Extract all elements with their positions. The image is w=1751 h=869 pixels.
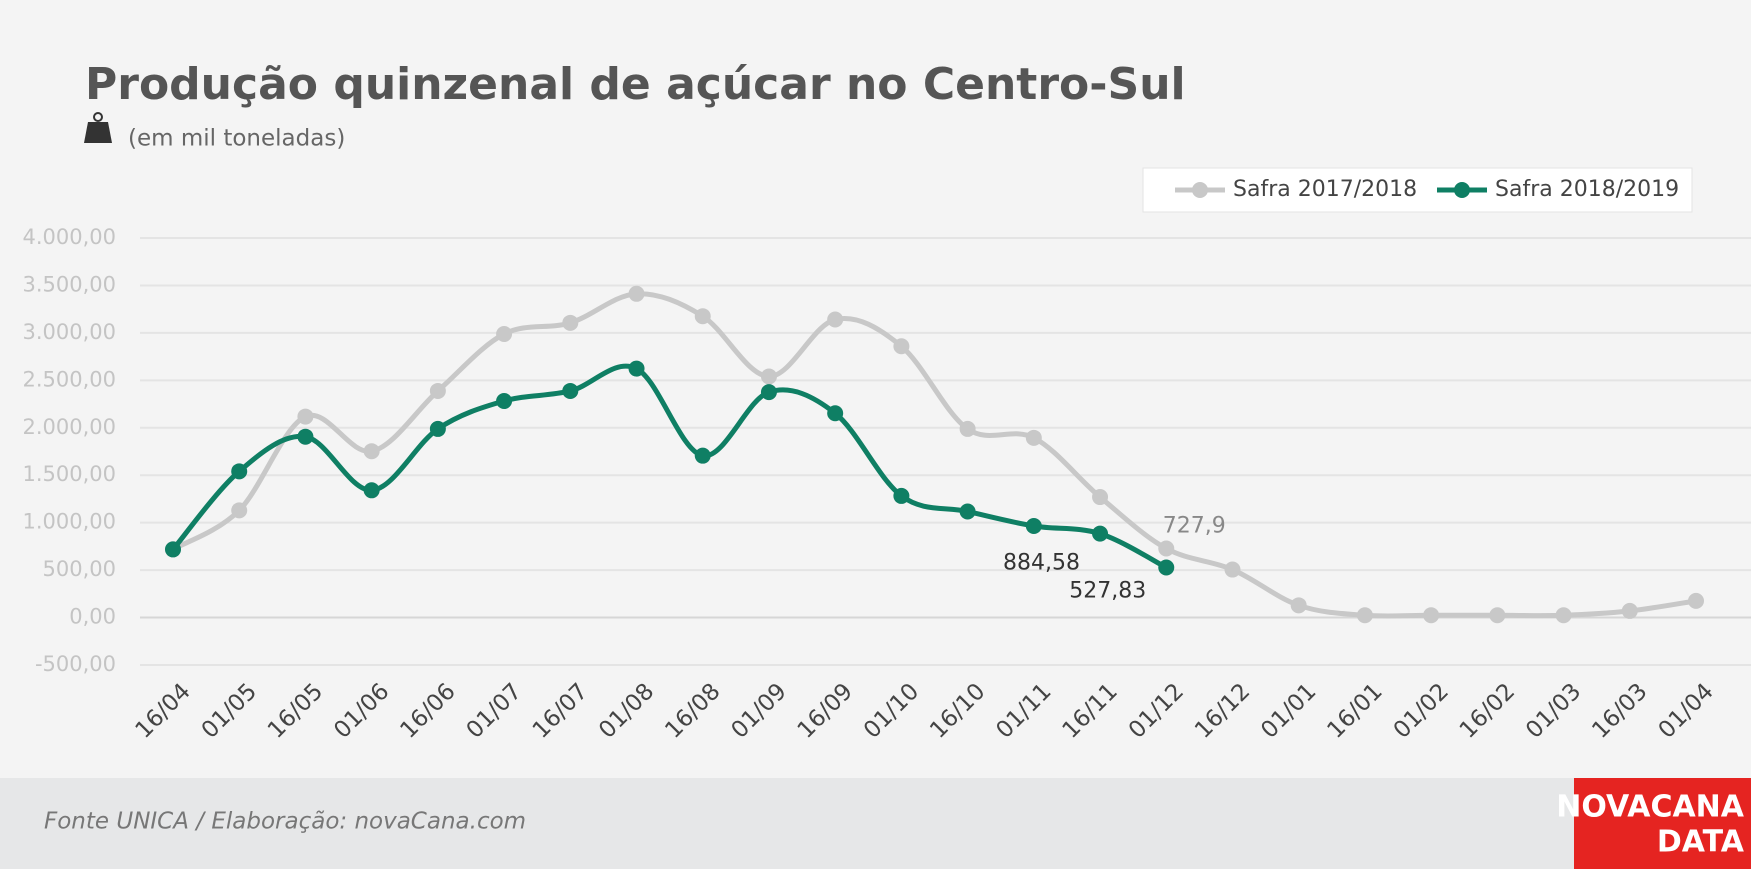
data-point xyxy=(628,360,645,377)
data-point xyxy=(1025,517,1042,534)
data-point xyxy=(165,541,181,558)
y-tick-label: 3.000,00 xyxy=(22,320,116,344)
data-point xyxy=(231,502,248,519)
legend-label: Safra 2018/2019 xyxy=(1495,177,1679,202)
data-point xyxy=(1621,602,1638,619)
data-point xyxy=(363,482,380,499)
data-label: 527,83 xyxy=(1069,578,1146,603)
logo-text: DATA xyxy=(1657,825,1745,860)
data-point xyxy=(496,326,513,343)
data-point xyxy=(1158,559,1175,576)
y-tick-label: 0,00 xyxy=(69,605,116,629)
footer xyxy=(0,778,1751,869)
y-tick-label: 4.000,00 xyxy=(22,225,116,249)
footer-source: Fonte UNICA / Elaboração: novaCana.com xyxy=(44,809,526,835)
data-point xyxy=(694,308,711,325)
data-point xyxy=(827,405,844,422)
data-point xyxy=(1092,525,1109,542)
legend-marker xyxy=(1454,182,1470,198)
data-point xyxy=(893,338,910,355)
data-point xyxy=(1092,489,1109,506)
data-point xyxy=(1555,607,1572,624)
chart-title: Produção quinzenal de açúcar no Centro-S… xyxy=(85,59,1186,110)
data-point xyxy=(1688,592,1704,609)
y-tick-label: 1.000,00 xyxy=(22,510,116,534)
data-point xyxy=(496,393,513,410)
data-point xyxy=(1290,597,1307,614)
data-point xyxy=(694,447,711,464)
data-point xyxy=(827,311,844,328)
data-point xyxy=(1224,561,1241,578)
weight-icon xyxy=(84,112,112,143)
logo xyxy=(1574,778,1751,869)
logo-text: NOVACANA xyxy=(1556,790,1745,825)
data-point xyxy=(429,420,446,437)
data-point xyxy=(760,384,777,401)
data-label: 884,58 xyxy=(1003,551,1080,576)
y-tick-label: 2.500,00 xyxy=(22,367,116,391)
data-point xyxy=(297,428,314,445)
y-tick-label: 2.000,00 xyxy=(22,415,116,439)
data-point xyxy=(959,420,976,437)
legend-marker xyxy=(1192,182,1208,198)
data-point xyxy=(1356,607,1373,624)
data-point xyxy=(562,314,579,331)
data-point xyxy=(1489,607,1506,624)
legend-label: Safra 2017/2018 xyxy=(1233,177,1417,202)
y-tick-label: 3.500,00 xyxy=(22,272,116,296)
data-point xyxy=(297,408,314,425)
data-point xyxy=(628,285,645,302)
data-point xyxy=(959,503,976,520)
data-point xyxy=(760,368,777,385)
y-tick-label: -500,00 xyxy=(35,652,116,676)
data-point xyxy=(1158,540,1175,557)
chart-subtitle: (em mil toneladas) xyxy=(128,126,345,152)
y-tick-label: 1.500,00 xyxy=(22,462,116,486)
data-point xyxy=(231,463,248,480)
y-tick-label: 500,00 xyxy=(43,557,116,581)
data-point xyxy=(893,487,910,504)
data-label: 727,9 xyxy=(1163,513,1226,538)
series-line xyxy=(171,363,1168,570)
legend xyxy=(1142,167,1693,213)
data-point xyxy=(1025,429,1042,446)
data-point xyxy=(429,382,446,399)
data-point xyxy=(562,382,579,399)
data-point xyxy=(363,443,380,460)
data-point xyxy=(1423,607,1440,624)
